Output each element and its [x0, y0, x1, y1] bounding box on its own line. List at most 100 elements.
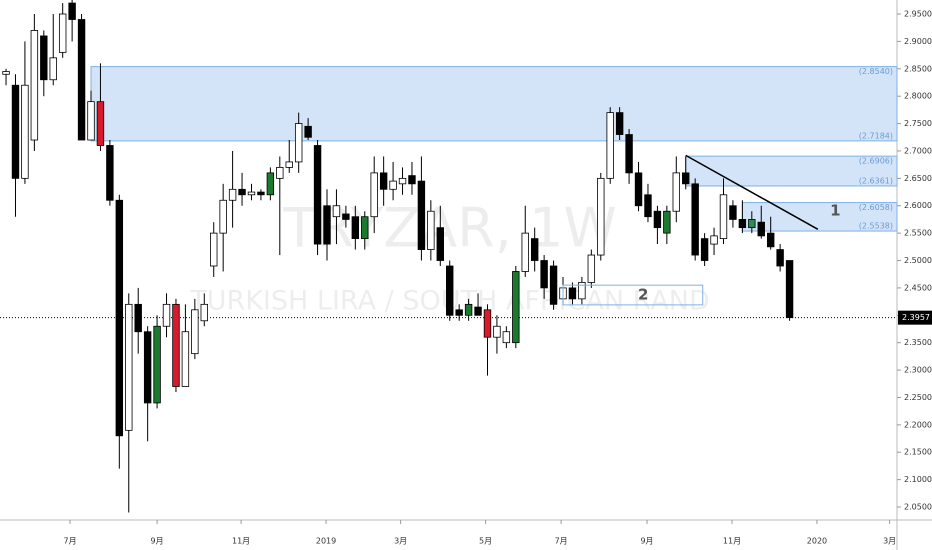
- candle-body: [361, 216, 369, 240]
- candle-body: [77, 19, 86, 141]
- candle-body: [597, 177, 605, 256]
- candle-body: [682, 172, 690, 185]
- annotation-label: 2: [638, 286, 648, 304]
- candle-body: [172, 303, 180, 387]
- candle-body: [672, 172, 680, 212]
- candle-body: [446, 265, 454, 316]
- zone-label: (2.6058): [859, 203, 893, 212]
- candle-body: [644, 194, 652, 218]
- candle-body: [68, 2, 76, 20]
- candle-body: [502, 331, 511, 344]
- candle-body: [181, 331, 190, 387]
- candle-body: [294, 123, 303, 163]
- candle-body: [691, 183, 699, 256]
- candle-body: [153, 325, 161, 404]
- y-tick-label: 2.6500: [904, 174, 932, 183]
- x-tick-label: 7月: [555, 537, 568, 546]
- y-tick-label: 2.3500: [904, 338, 932, 347]
- candle-body: [512, 271, 520, 344]
- trend-line: [685, 154, 819, 230]
- zone: [741, 202, 898, 232]
- candle-body: [615, 112, 624, 135]
- candle-body: [417, 180, 426, 250]
- candle-body: [87, 101, 95, 141]
- candle-body: [540, 260, 548, 289]
- candle-body: [11, 84, 20, 179]
- candle-body: [474, 306, 482, 316]
- candle-body: [351, 216, 360, 240]
- candle-body: [285, 161, 293, 168]
- candle-body: [634, 172, 643, 207]
- candle-body: [257, 191, 265, 196]
- candle-body: [757, 221, 765, 237]
- candle-body: [40, 35, 48, 81]
- annotation-box: [562, 284, 704, 306]
- candle-body: [210, 232, 218, 267]
- y-tick-label: 2.5000: [904, 256, 932, 265]
- candle-body: [408, 175, 416, 185]
- candle-body: [521, 232, 529, 272]
- zone: [90, 66, 898, 142]
- candle-body: [738, 219, 747, 229]
- y-tick-label: 2.1000: [904, 475, 932, 484]
- y-tick-label: 2.3000: [904, 366, 932, 375]
- candle-body: [238, 188, 246, 196]
- last-price-label: 2.3957: [902, 313, 930, 322]
- y-tick-label: 2.7000: [904, 146, 932, 155]
- candle-body: [776, 249, 784, 267]
- x-tick-label: 7月: [63, 537, 76, 546]
- candle-body: [58, 13, 67, 53]
- y-tick-label: 2.2500: [904, 393, 932, 402]
- x-tick-label: 3月: [394, 537, 407, 546]
- candle-body: [143, 331, 152, 404]
- x-tick-label: 3月: [883, 537, 896, 546]
- candle-body: [748, 219, 756, 229]
- candle-body: [134, 303, 142, 333]
- y-tick-label: 2.1500: [904, 448, 932, 457]
- candle-body: [200, 303, 208, 322]
- y-tick-label: 2.7500: [904, 119, 932, 128]
- candle-body: [398, 177, 407, 185]
- candle-body: [276, 166, 284, 179]
- candle-body: [115, 199, 124, 437]
- watermark-title: TRYZAR, 1W: [282, 197, 617, 260]
- candle-body: [125, 303, 133, 431]
- candle-body: [266, 172, 275, 196]
- candle-body: [21, 84, 29, 179]
- x-tick-label: 11月: [723, 537, 741, 546]
- zone-label: (2.6361): [859, 176, 893, 185]
- candle-body: [304, 125, 312, 138]
- candle-body: [766, 232, 775, 248]
- candle-body: [455, 309, 463, 316]
- zone-label: (2.5538): [859, 222, 893, 231]
- candle-body: [106, 145, 114, 201]
- candle-body: [785, 260, 794, 319]
- candle-body: [162, 303, 171, 327]
- y-tick-label: 2.4500: [904, 283, 932, 292]
- zone-label: (2.6906): [859, 157, 893, 166]
- y-tick-label: 2.8500: [904, 64, 932, 73]
- candle-body: [389, 180, 397, 190]
- candle-body: [323, 205, 331, 245]
- y-tick-label: 2.5500: [904, 229, 932, 238]
- y-tick-label: 2.6000: [904, 201, 932, 210]
- candle-body: [719, 194, 728, 240]
- y-tick-label: 2.8000: [904, 92, 932, 101]
- candle-body: [464, 303, 473, 316]
- candle-body: [313, 145, 322, 245]
- x-tick-label: 2019: [316, 537, 336, 546]
- candle-body: [191, 309, 199, 355]
- candle-body: [530, 238, 539, 261]
- candle-body: [483, 309, 492, 338]
- x-tick-label: 11月: [232, 537, 250, 546]
- candle-body: [578, 282, 586, 300]
- candle-body: [2, 71, 10, 75]
- candle-body: [427, 210, 435, 250]
- candle-body: [549, 265, 558, 305]
- candle-body: [219, 199, 227, 234]
- candle-body: [342, 213, 350, 220]
- candle-body: [30, 30, 39, 141]
- candle-body: [729, 205, 737, 220]
